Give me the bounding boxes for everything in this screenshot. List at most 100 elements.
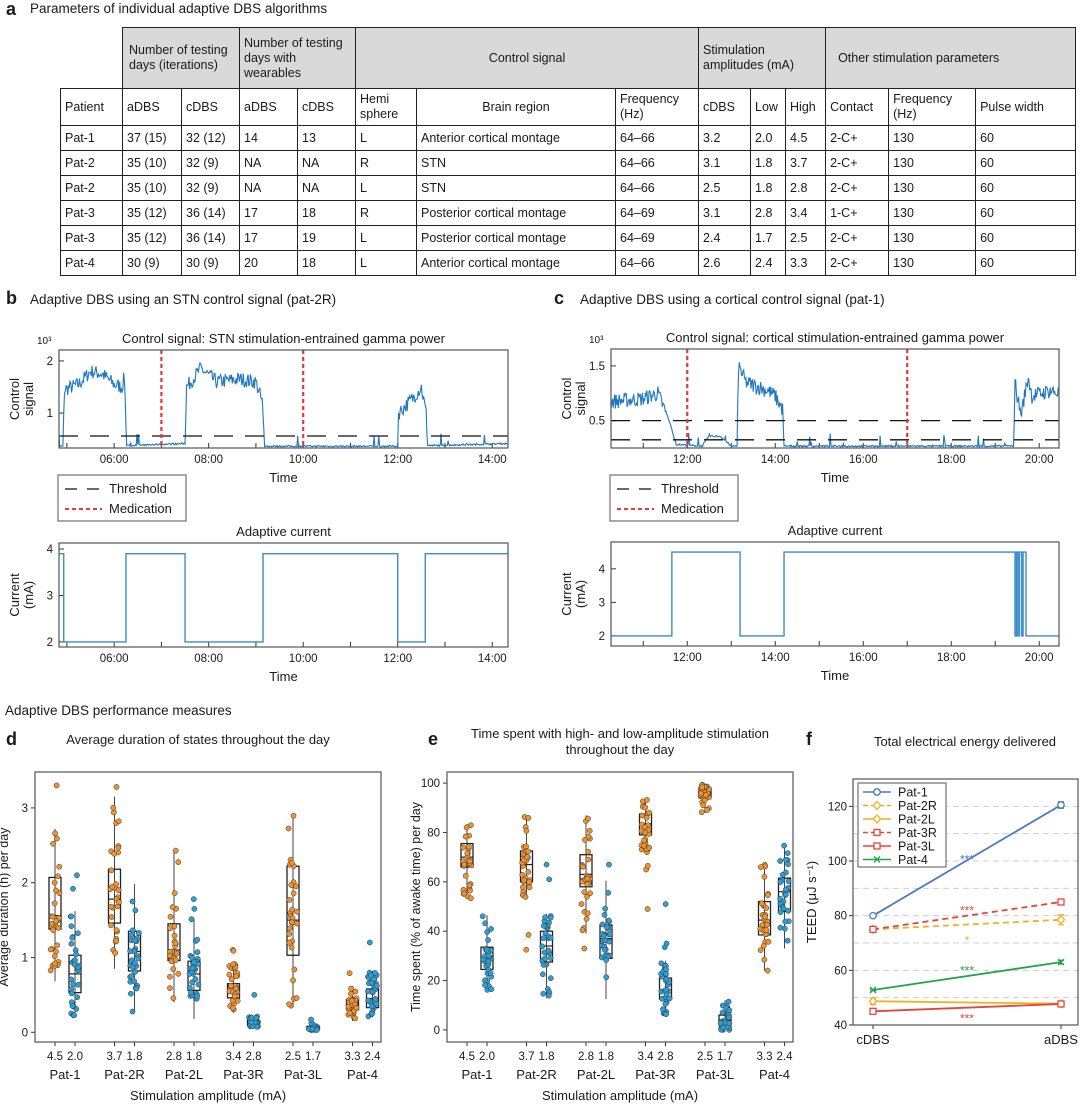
data-point bbox=[785, 878, 792, 885]
data-point bbox=[52, 830, 58, 837]
series-line bbox=[872, 1003, 1062, 1013]
panel-d-label: d bbox=[6, 729, 17, 749]
y-tick-label: 0 bbox=[434, 1025, 440, 1037]
x-axis-label: Time bbox=[821, 470, 849, 485]
box-Pat-4-low bbox=[365, 939, 380, 1020]
table-cell: 13 bbox=[297, 125, 356, 151]
adaptive-current-trace bbox=[611, 551, 1059, 637]
marker-square bbox=[869, 1007, 877, 1015]
data-point bbox=[585, 815, 591, 822]
group-header-other-parameters: Other stimulation parameters bbox=[825, 27, 1077, 89]
data-point bbox=[520, 877, 527, 884]
data-point bbox=[546, 992, 552, 999]
data-point bbox=[460, 844, 467, 851]
table-cell: 35 (12) bbox=[122, 225, 182, 251]
data-point bbox=[127, 948, 134, 955]
data-point bbox=[109, 883, 116, 890]
column-header: cDBS bbox=[698, 88, 752, 126]
data-point bbox=[783, 891, 789, 898]
x-tick-label: 12:00 bbox=[383, 454, 412, 466]
data-point bbox=[761, 956, 768, 963]
data-point bbox=[135, 955, 142, 962]
data-point bbox=[523, 827, 530, 834]
data-point bbox=[698, 790, 704, 797]
marker-x bbox=[869, 986, 877, 994]
x-tick-label: 12:00 bbox=[673, 652, 702, 664]
legend-label: Pat-3R bbox=[898, 826, 937, 840]
data-point bbox=[55, 924, 62, 931]
y-tick-label: 60 bbox=[834, 965, 847, 977]
data-point bbox=[108, 867, 115, 874]
table-cell: 2.8 bbox=[785, 175, 827, 201]
data-point bbox=[286, 939, 293, 946]
plot-frame bbox=[58, 349, 509, 449]
box-iqr bbox=[460, 842, 474, 868]
data-point bbox=[234, 997, 241, 1004]
data-point-outlier bbox=[546, 876, 553, 883]
panel-b-label: b bbox=[6, 288, 17, 308]
data-point bbox=[578, 901, 585, 907]
column-header: cDBS bbox=[181, 88, 240, 126]
data-point bbox=[698, 809, 705, 816]
data-point bbox=[584, 910, 591, 917]
table-cell: Pat-3 bbox=[60, 200, 123, 226]
amplitude-tick-label: 2.5 bbox=[697, 1051, 713, 1063]
column-header: aDBS bbox=[239, 88, 298, 126]
y-axis-label: Time spent (% of awake time) per day bbox=[409, 801, 423, 1012]
plot-frame bbox=[446, 771, 794, 1043]
data-point bbox=[115, 887, 122, 893]
box-Pat-3R-low bbox=[246, 992, 261, 1030]
panel-b-title: Adaptive DBS using an STN control signal… bbox=[30, 292, 337, 307]
data-point bbox=[50, 840, 56, 847]
data-point bbox=[602, 905, 608, 912]
series-Pat-2R bbox=[868, 914, 1066, 935]
marker-square bbox=[1057, 1000, 1065, 1008]
y-tick-label: 20 bbox=[427, 976, 440, 988]
data-point bbox=[128, 973, 135, 979]
data-point bbox=[70, 981, 77, 988]
data-point bbox=[167, 973, 173, 980]
data-point bbox=[600, 932, 607, 939]
table-cell: Anterior cortical montage bbox=[416, 250, 616, 276]
x-tick-label: 14:00 bbox=[761, 652, 790, 664]
data-point bbox=[777, 879, 784, 885]
table-cell: R bbox=[355, 200, 417, 226]
plot-frame bbox=[610, 541, 1060, 647]
data-point bbox=[583, 915, 590, 922]
data-point bbox=[726, 1007, 733, 1013]
significance-marker: *** bbox=[960, 903, 974, 917]
table-cell: 60 bbox=[975, 200, 1077, 226]
y-tick-label: 60 bbox=[427, 877, 440, 889]
data-point-outlier bbox=[543, 861, 550, 868]
x-axis-label: Time bbox=[269, 470, 297, 485]
data-point bbox=[467, 887, 473, 894]
marker-circle bbox=[873, 788, 881, 796]
x-axis-label: Time bbox=[269, 669, 297, 684]
column-header: High bbox=[785, 88, 827, 126]
box-Pat-4-high bbox=[345, 970, 360, 1022]
y-multiplier-label: 10³ bbox=[37, 336, 52, 347]
data-point bbox=[488, 926, 494, 932]
data-point bbox=[658, 960, 665, 967]
data-point bbox=[68, 976, 75, 983]
data-point bbox=[286, 897, 293, 903]
data-point bbox=[483, 946, 490, 953]
data-point bbox=[54, 942, 61, 949]
data-point bbox=[348, 997, 355, 1004]
data-point bbox=[461, 890, 468, 897]
data-point bbox=[228, 976, 235, 983]
table-row: Pat-3 35 (12) 36 (14) 17 19 L Posterior cortic… bbox=[60, 225, 1077, 251]
legend-label: Pat-4 bbox=[898, 853, 928, 867]
table-cell: 130 bbox=[888, 200, 977, 226]
amplitude-tick-label: 4.5 bbox=[47, 1051, 63, 1063]
data-point bbox=[662, 1001, 669, 1007]
patient-label: Pat-3L bbox=[696, 1067, 734, 1082]
group-header-control-signal: Control signal bbox=[354, 27, 700, 89]
data-point-outlier bbox=[366, 939, 373, 946]
data-point bbox=[480, 956, 487, 963]
data-point-outlier bbox=[230, 947, 237, 954]
data-point bbox=[248, 1014, 255, 1021]
data-point bbox=[293, 995, 300, 1001]
